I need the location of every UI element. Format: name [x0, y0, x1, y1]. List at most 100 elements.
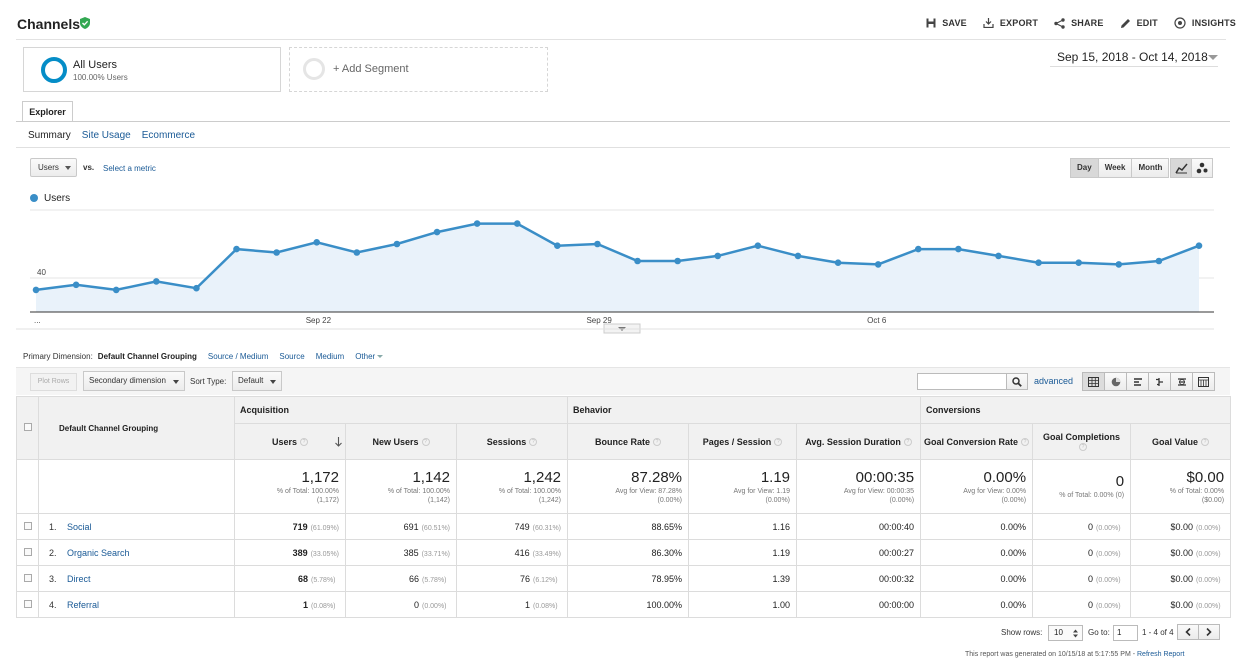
users-data-point[interactable] [674, 257, 681, 265]
help-icon[interactable]: ? [421, 438, 430, 447]
col-users[interactable]: Users? [234, 423, 346, 460]
next-page-button[interactable] [1198, 624, 1220, 640]
plot-rows-button[interactable]: Plot Rows [30, 373, 77, 391]
users-data-point[interactable] [794, 252, 802, 260]
share-button[interactable]: SHARE [1054, 17, 1104, 29]
motion-chart-button[interactable] [1191, 158, 1213, 178]
period-month-button[interactable]: Month [1131, 158, 1170, 178]
users-data-point[interactable] [153, 278, 160, 285]
advanced-filter-link[interactable]: advanced [1034, 376, 1074, 386]
users-data-point[interactable] [313, 239, 321, 246]
period-day-button[interactable]: Day [1070, 158, 1099, 178]
select-all-checkbox[interactable] [23, 423, 32, 431]
users-data-point[interactable] [1035, 259, 1042, 266]
comparison-view-button[interactable] [1148, 372, 1171, 391]
users-data-point[interactable] [32, 286, 40, 294]
help-icon[interactable]: ? [653, 438, 662, 447]
secondary-dimension-dropdown[interactable]: Secondary dimension [83, 371, 185, 391]
users-data-point[interactable] [1195, 242, 1203, 249]
row-checkbox[interactable] [23, 599, 32, 608]
show-rows-select[interactable]: 10 [1048, 625, 1083, 641]
chevron-down-icon[interactable] [1208, 55, 1218, 60]
row-checkbox[interactable] [23, 573, 32, 582]
col-avg-session-duration[interactable]: Avg. Session Duration? [796, 423, 922, 460]
users-data-point[interactable] [473, 220, 481, 227]
col-goal-value[interactable]: Goal Value? [1130, 423, 1232, 460]
segment-all-users[interactable]: All Users 100.00% Users [23, 47, 281, 92]
add-segment-button[interactable]: + Add Segment [289, 47, 548, 92]
dimension-medium[interactable]: Medium [315, 352, 345, 361]
dimension-source[interactable]: Source [279, 352, 305, 361]
col-bounce-rate[interactable]: Bounce Rate? [567, 423, 690, 460]
col-sessions[interactable]: Sessions? [455, 423, 569, 460]
subtab-site-usage[interactable]: Site Usage [81, 130, 131, 141]
help-icon[interactable]: ? [903, 438, 912, 447]
channel-link-organic-search[interactable]: Organic Search [67, 547, 130, 558]
table-search-input[interactable] [917, 373, 1007, 390]
channel-link-direct[interactable]: Direct [67, 573, 91, 584]
tab-explorer[interactable]: Explorer [22, 101, 73, 122]
users-data-point[interactable] [1075, 259, 1082, 266]
users-data-point[interactable] [72, 281, 80, 289]
help-icon[interactable]: ? [774, 438, 783, 447]
term-cloud-view-button[interactable] [1170, 372, 1193, 391]
help-icon[interactable]: ? [300, 438, 309, 447]
go-to-page-input[interactable]: 1 [1113, 625, 1138, 641]
users-data-point[interactable] [112, 286, 120, 294]
users-data-point[interactable] [1115, 261, 1123, 268]
dimension-header[interactable]: Default Channel Grouping [38, 396, 235, 460]
users-data-point[interactable] [594, 240, 601, 248]
users-data-point[interactable] [874, 261, 882, 268]
users-data-point[interactable] [233, 245, 240, 253]
dimension-default-channel-grouping[interactable]: Default Channel Grouping [97, 352, 197, 361]
date-range-picker[interactable]: Sep 15, 2018 - Oct 14, 2018 [1057, 50, 1208, 64]
users-data-point[interactable] [353, 249, 361, 256]
row-checkbox[interactable] [23, 547, 32, 556]
users-data-point[interactable] [834, 259, 842, 266]
data-view-button[interactable] [1082, 372, 1105, 391]
help-icon[interactable]: ? [1201, 438, 1210, 447]
prev-page-button[interactable] [1177, 624, 1199, 640]
export-button[interactable]: EXPORT [983, 17, 1038, 29]
dimension-other[interactable]: Other [355, 352, 384, 361]
dimension-source-medium[interactable]: Source / Medium [207, 352, 269, 361]
users-data-point[interactable] [955, 245, 962, 253]
users-data-point[interactable] [1155, 257, 1163, 265]
channel-link-referral[interactable]: Referral [67, 599, 100, 610]
users-data-point[interactable] [714, 252, 722, 260]
users-data-point[interactable] [273, 249, 280, 256]
help-icon[interactable]: ? [1079, 443, 1088, 452]
col-new-users[interactable]: New Users? [345, 423, 457, 460]
performance-view-button[interactable] [1126, 372, 1149, 391]
users-data-point[interactable] [634, 257, 641, 265]
users-data-point[interactable] [433, 228, 441, 236]
users-data-point[interactable] [914, 245, 922, 253]
users-data-point[interactable] [193, 284, 200, 292]
select-metric-link[interactable]: Select a metric [103, 164, 156, 173]
insights-button[interactable]: INSIGHTS [1174, 17, 1236, 29]
channel-link-social[interactable]: Social [67, 521, 92, 532]
subtab-summary[interactable]: Summary [28, 130, 71, 141]
users-data-point[interactable] [513, 220, 521, 227]
col-goal-completions[interactable]: Goal Completions? [1032, 423, 1132, 460]
refresh-report-link[interactable]: Refresh Report [1137, 651, 1185, 658]
table-search-button[interactable] [1006, 373, 1028, 390]
period-week-button[interactable]: Week [1097, 158, 1133, 178]
line-chart-button[interactable] [1170, 158, 1192, 178]
sort-type-dropdown[interactable]: Default [232, 371, 282, 391]
save-button[interactable]: SAVE [926, 17, 967, 29]
help-icon[interactable]: ? [529, 438, 538, 447]
users-data-point[interactable] [995, 252, 1002, 260]
edit-button[interactable]: EDIT [1120, 17, 1158, 29]
users-data-point[interactable] [393, 240, 401, 248]
metric-dropdown[interactable]: Users [30, 158, 77, 177]
col-pages-session[interactable]: Pages / Session? [688, 423, 798, 460]
help-icon[interactable]: ? [1021, 438, 1030, 447]
pivot-view-button[interactable] [1192, 372, 1215, 391]
row-checkbox[interactable] [23, 521, 32, 530]
subtab-ecommerce[interactable]: Ecommerce [141, 130, 196, 141]
users-data-point[interactable] [754, 242, 762, 249]
users-data-point[interactable] [554, 242, 561, 249]
col-goal-conversion-rate[interactable]: Goal Conversion Rate? [920, 423, 1034, 460]
percentage-view-button[interactable] [1104, 372, 1127, 391]
